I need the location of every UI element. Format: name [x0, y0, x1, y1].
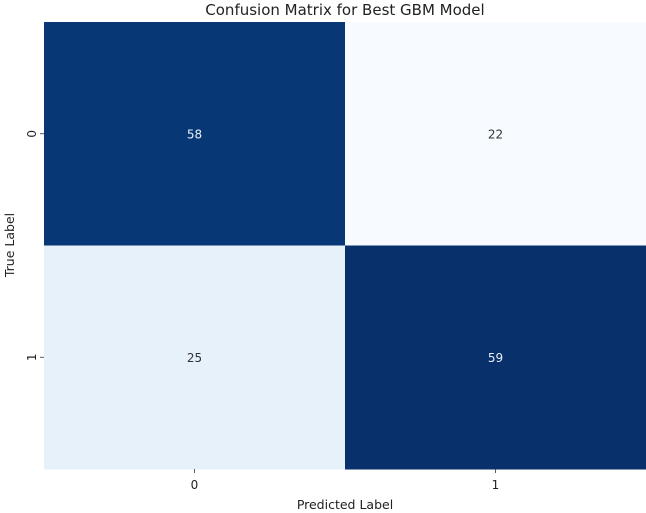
x-tick-label-1: 1: [492, 478, 500, 492]
heatmap-cell-0-1: [345, 22, 646, 246]
x-tick-label-0: 0: [191, 478, 199, 492]
y-tick-label-1: 1: [25, 353, 39, 361]
cell-value-1-0: 25: [187, 351, 202, 365]
y-tick-label-0: 0: [25, 130, 39, 138]
cell-value-1-1: 59: [488, 351, 503, 365]
cell-annotations: 58 22 25 59: [187, 127, 503, 365]
heatmap-cells: [44, 22, 646, 470]
x-axis-label: Predicted Label: [296, 497, 394, 512]
chart-title: Confusion Matrix for Best GBM Model: [205, 1, 485, 19]
heatmap-cell-1-0: [44, 245, 346, 470]
cell-value-0-1: 22: [488, 127, 503, 141]
heatmap-cell-1-1: [345, 245, 646, 470]
y-axis-ticks: 01: [25, 130, 44, 361]
heatmap-cell-0-0: [44, 22, 346, 246]
cell-value-0-0: 58: [187, 127, 202, 141]
y-axis-label: True Label: [2, 212, 17, 278]
